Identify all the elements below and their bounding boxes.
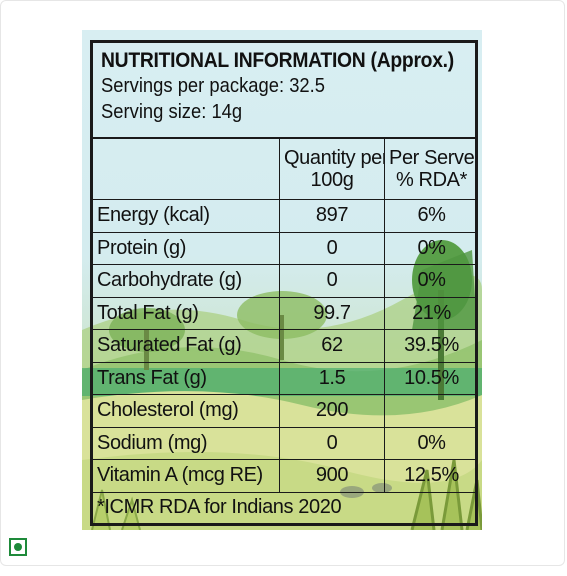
nutrient-rda: 10.5% bbox=[384, 361, 478, 395]
header-quantity-line1: Quantity per bbox=[284, 147, 385, 169]
nutrient-rda: 6% bbox=[384, 199, 478, 233]
nutrient-rda: 39.5% bbox=[384, 329, 478, 363]
nutrient-name: Saturated Fat (g) bbox=[93, 329, 280, 363]
table-row: Saturated Fat (g) 62 39.5% bbox=[93, 329, 478, 363]
nutrient-rda: 21% bbox=[384, 296, 478, 330]
nutrient-name: Total Fat (g) bbox=[93, 296, 280, 330]
label-title: NUTRITIONAL INFORMATION (Approx.) bbox=[101, 49, 454, 72]
serving-size: Serving size: 14g bbox=[101, 101, 243, 123]
nutrient-quantity: 99.7 bbox=[279, 296, 385, 330]
header-quantity: Quantity per 100g bbox=[279, 139, 385, 200]
table-row: Sodium (mg) 0 0% bbox=[93, 426, 478, 460]
veg-symbol-dot bbox=[14, 543, 22, 551]
label-header: NUTRITIONAL INFORMATION (Approx.) Servin… bbox=[93, 43, 475, 139]
nutrient-quantity: 0 bbox=[279, 264, 385, 298]
veg-symbol-icon bbox=[9, 538, 27, 556]
nutrition-label: NUTRITIONAL INFORMATION (Approx.) Servin… bbox=[90, 40, 478, 526]
nutrient-quantity: 1.5 bbox=[279, 361, 385, 395]
nutrient-rda: 0% bbox=[384, 264, 478, 298]
nutrient-name: Carbohydrate (g) bbox=[93, 264, 280, 298]
table-row: Total Fat (g) 99.7 21% bbox=[93, 296, 478, 330]
table-row: Cholesterol (mg) 200 bbox=[93, 394, 478, 428]
nutrient-quantity: 200 bbox=[279, 394, 385, 428]
nutrient-name: Trans Fat (g) bbox=[93, 361, 280, 395]
nutrient-rda bbox=[384, 394, 478, 428]
nutrient-name: Vitamin A (mcg RE) bbox=[93, 459, 280, 493]
nutrient-name: Sodium (mg) bbox=[93, 426, 280, 460]
nutrient-rda: 12.5% bbox=[384, 459, 478, 493]
nutrient-rda: 0% bbox=[384, 231, 478, 265]
nutrient-quantity: 897 bbox=[279, 199, 385, 233]
nutrition-table: Quantity per 100g Per Serve % RDA* Energ… bbox=[93, 139, 478, 493]
nutrient-rda: 0% bbox=[384, 426, 478, 460]
header-rda-line2: % RDA* bbox=[396, 169, 467, 191]
nutrient-quantity: 62 bbox=[279, 329, 385, 363]
nutrient-quantity: 0 bbox=[279, 231, 385, 265]
nutrient-quantity: 0 bbox=[279, 426, 385, 460]
header-nutrient bbox=[93, 139, 280, 200]
header-rda-line1: Per Serve bbox=[389, 147, 475, 169]
table-header-row: Quantity per 100g Per Serve % RDA* bbox=[93, 139, 478, 200]
table-row: Carbohydrate (g) 0 0% bbox=[93, 264, 478, 298]
table-row: Energy (kcal) 897 6% bbox=[93, 199, 478, 233]
image-frame bbox=[0, 0, 565, 566]
nutrient-name: Energy (kcal) bbox=[93, 199, 280, 233]
header-rda: Per Serve % RDA* bbox=[384, 139, 478, 200]
servings-per-package: Servings per package: 32.5 bbox=[101, 75, 326, 97]
table-row: Protein (g) 0 0% bbox=[93, 231, 478, 265]
nutrient-quantity: 900 bbox=[279, 459, 385, 493]
header-quantity-line2: 100g bbox=[310, 169, 354, 191]
footnote: *ICMR RDA for Indians 2020 bbox=[97, 496, 342, 518]
nutrient-name: Cholesterol (mg) bbox=[93, 394, 280, 428]
table-row: Vitamin A (mcg RE) 900 12.5% bbox=[93, 459, 478, 493]
nutrient-name: Protein (g) bbox=[93, 231, 280, 265]
table-row: Trans Fat (g) 1.5 10.5% bbox=[93, 361, 478, 395]
